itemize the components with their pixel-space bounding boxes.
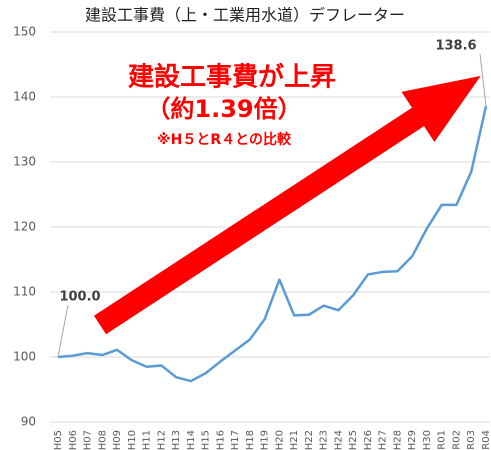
x-tick-label: H14 xyxy=(186,430,197,450)
data-label: 100.0 xyxy=(59,290,100,305)
label-leader xyxy=(479,54,487,107)
x-tick-label: H15 xyxy=(201,430,212,450)
y-tick-label: 150 xyxy=(13,25,36,39)
x-tick-label: H12 xyxy=(156,430,167,450)
annotation: ※H５とR４との比較 xyxy=(157,131,292,148)
chart-title: 建設工事費（上・工業用水道）デフレーター xyxy=(85,6,405,25)
x-tick-label: H09 xyxy=(112,430,123,450)
x-tick-label: H13 xyxy=(171,430,182,450)
x-tick-label: H29 xyxy=(407,430,418,450)
x-tick-label: H23 xyxy=(319,430,330,450)
y-tick-label: 90 xyxy=(21,415,36,429)
x-tick-label: H22 xyxy=(304,430,315,450)
x-tick-label: H26 xyxy=(363,430,374,450)
x-tick-label: H20 xyxy=(274,430,285,450)
x-tick-label: H21 xyxy=(289,430,300,450)
label-leader xyxy=(57,304,69,358)
annotation: （約1.39倍） xyxy=(146,95,301,123)
x-tick-label: R01 xyxy=(437,430,448,450)
x-tick-label: R02 xyxy=(451,430,462,450)
x-tick-label: H30 xyxy=(422,430,433,450)
arrow-body xyxy=(93,104,429,335)
x-tick-label: H10 xyxy=(127,430,138,450)
x-tick-label: R03 xyxy=(466,430,477,450)
x-tick-label: H16 xyxy=(215,430,226,450)
x-tick-label: H19 xyxy=(260,430,271,450)
annotation: 建設工事費が上昇 xyxy=(128,62,336,93)
x-tick-label: H06 xyxy=(68,430,79,450)
x-tick-label: H05 xyxy=(53,430,64,450)
x-tick-label: H18 xyxy=(245,430,256,450)
arrow-head xyxy=(401,75,481,143)
y-tick-label: 140 xyxy=(13,90,36,104)
x-tick-label: H28 xyxy=(392,430,403,450)
x-tick-label: H24 xyxy=(333,430,344,450)
data-line xyxy=(57,105,488,383)
trend-arrow xyxy=(93,75,481,335)
x-tick-label: H27 xyxy=(378,430,389,450)
x-tick-label: H17 xyxy=(230,430,241,450)
x-tick-label: R04 xyxy=(481,430,491,450)
y-tick-label: 120 xyxy=(13,220,36,234)
data-label: 138.6 xyxy=(435,39,476,54)
x-tick-label: H08 xyxy=(97,430,108,450)
x-tick-label: H07 xyxy=(83,430,94,450)
x-tick-label: H25 xyxy=(348,430,359,450)
y-tick-label: 110 xyxy=(13,285,36,299)
x-tick-label: H11 xyxy=(142,430,153,450)
y-tick-label: 100 xyxy=(13,350,36,364)
y-tick-label: 130 xyxy=(13,155,36,169)
